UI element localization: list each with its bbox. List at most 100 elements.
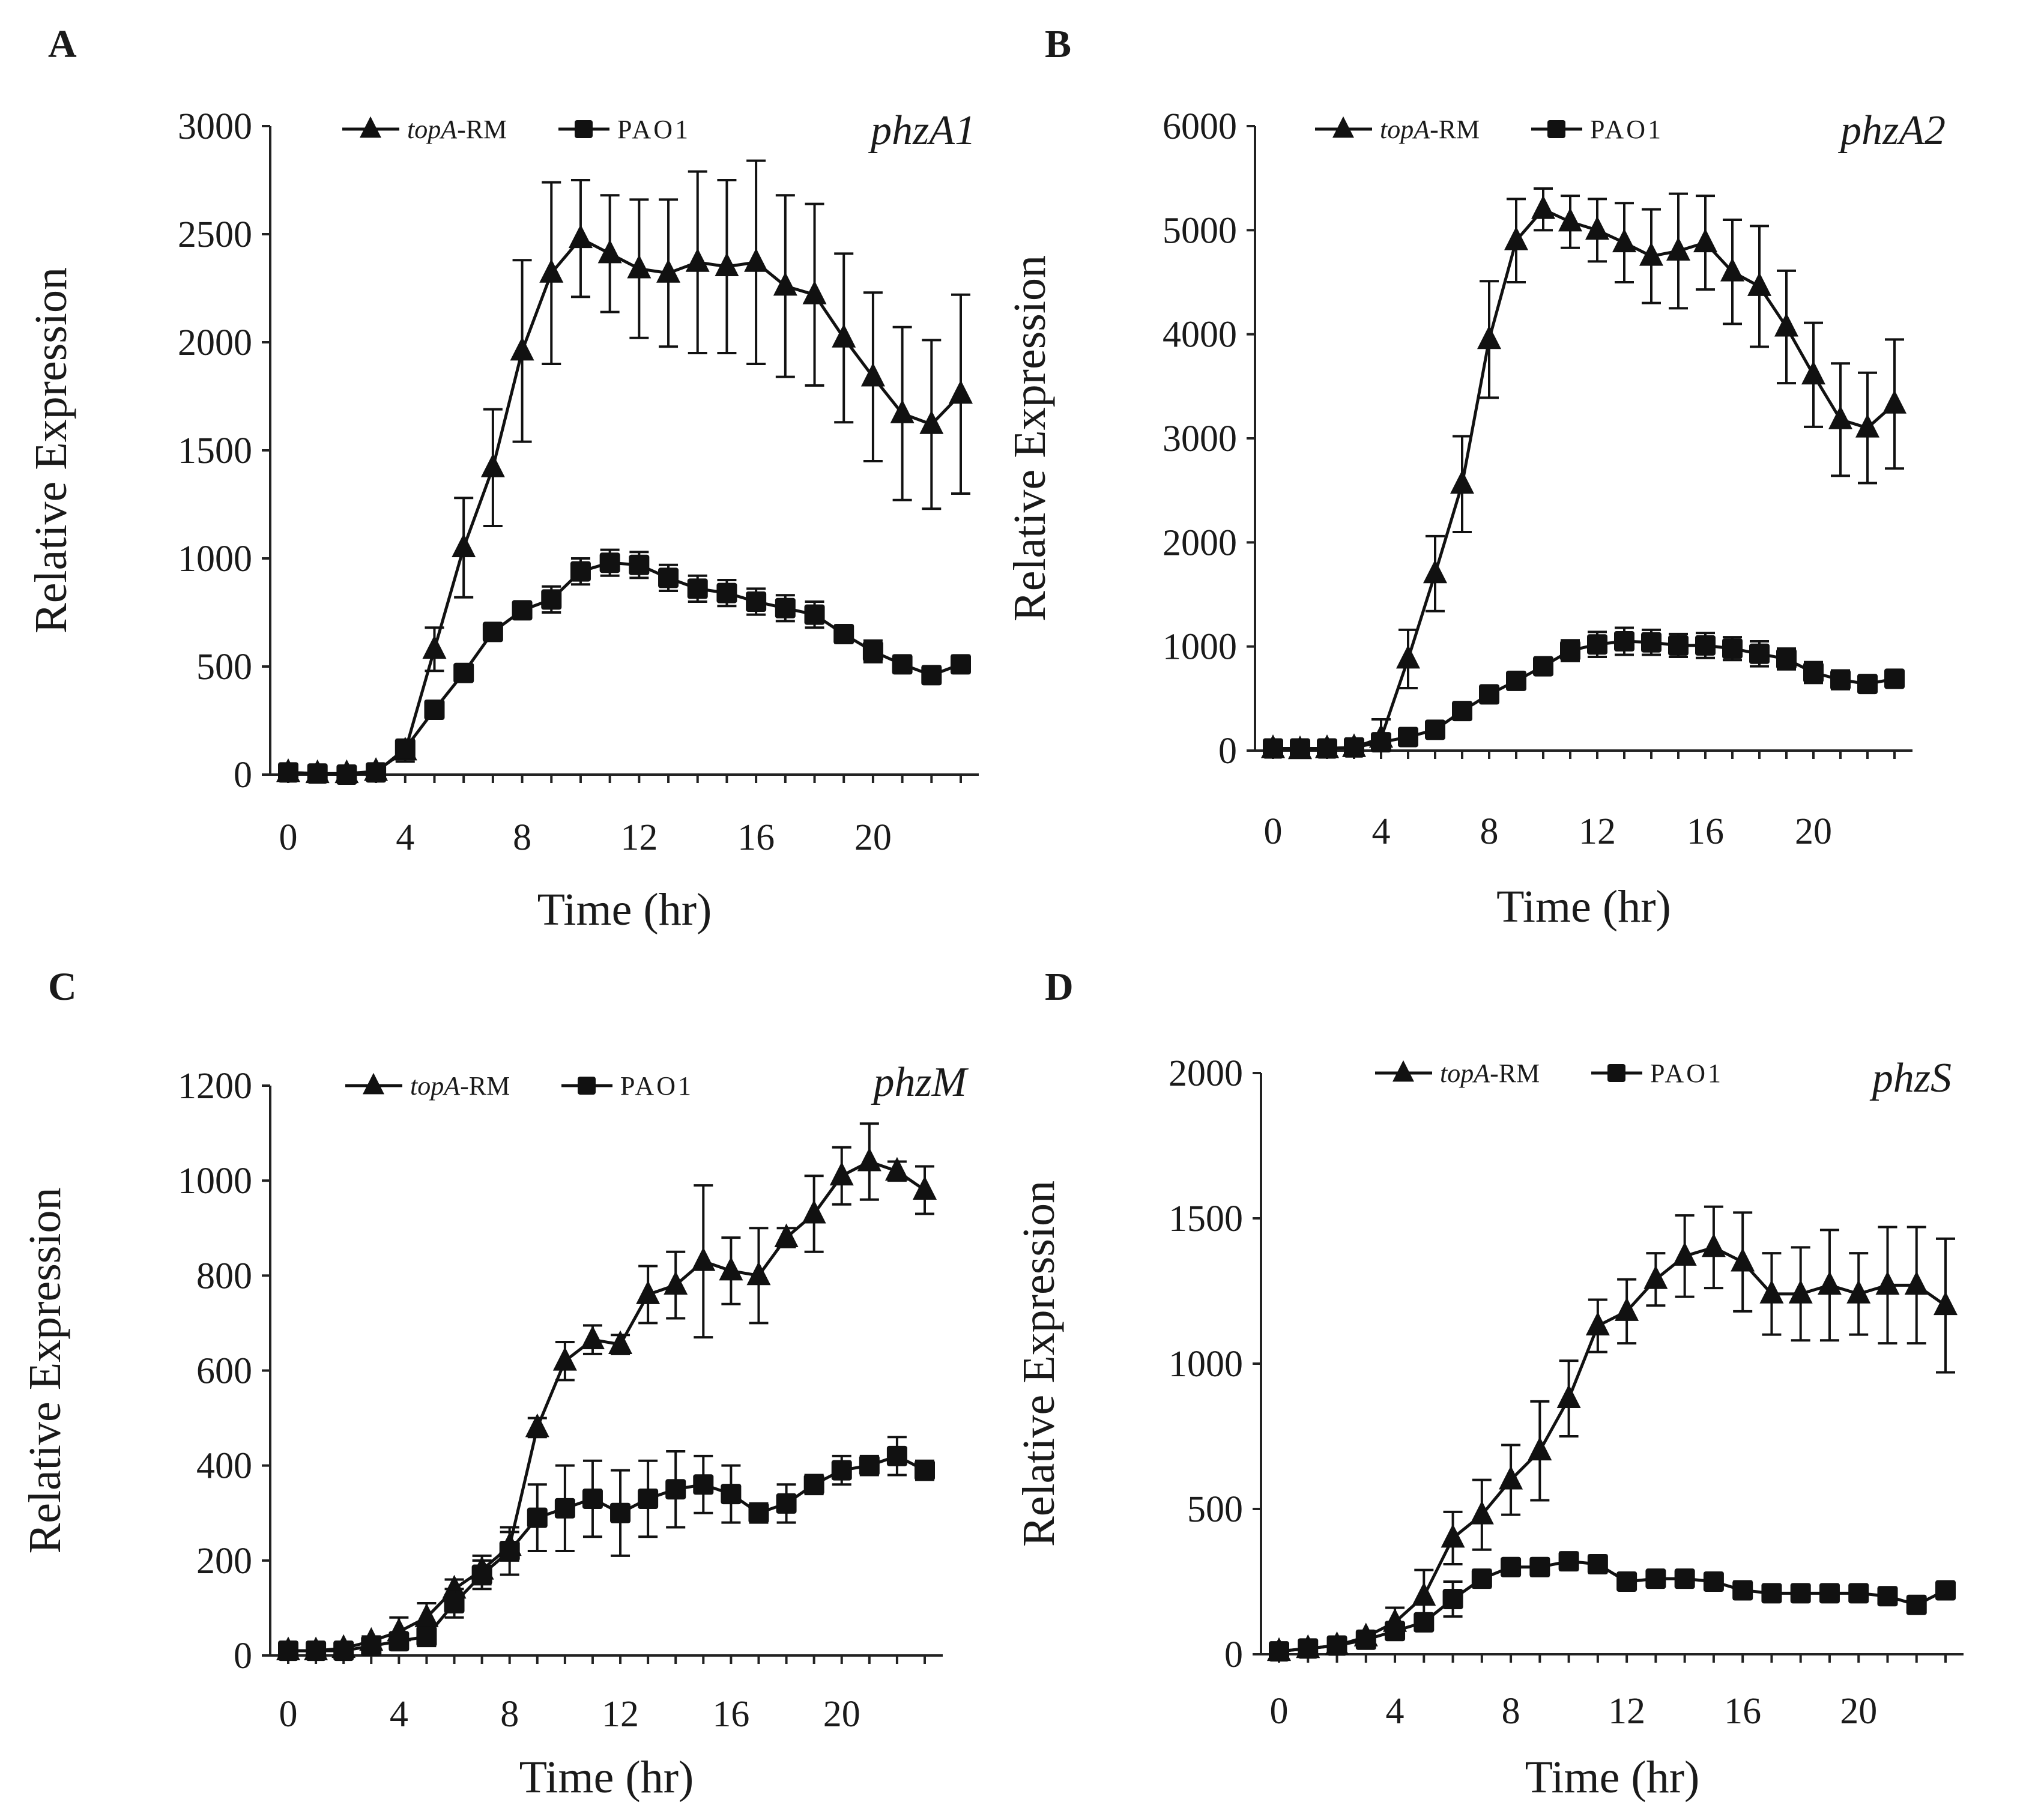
- data-point-square: [483, 621, 503, 642]
- data-point-square: [361, 1636, 381, 1656]
- data-point-square: [665, 1479, 686, 1499]
- x-tick-label: 16: [712, 1694, 749, 1735]
- data-point-square: [306, 1640, 326, 1661]
- data-point-square: [1559, 1551, 1579, 1571]
- data-point-square: [1269, 1641, 1289, 1661]
- x-axis-title: Time (hr): [537, 884, 712, 935]
- y-tick-label: 0: [1218, 731, 1237, 772]
- legend-square-marker: [578, 1077, 596, 1095]
- y-tick-label: 5000: [1163, 210, 1237, 251]
- y-tick-label: 2000: [1163, 522, 1237, 563]
- legend-square-marker: [1607, 1064, 1625, 1082]
- data-point-square: [1614, 631, 1634, 652]
- data-point-square: [776, 1493, 797, 1514]
- data-point-square: [1443, 1589, 1463, 1609]
- legend-entry-topA-RM: topA-RM: [410, 1071, 510, 1101]
- data-point-square: [1587, 634, 1607, 655]
- x-axis-title: Time (hr): [1525, 1752, 1700, 1803]
- x-tick-label: 16: [1724, 1691, 1761, 1732]
- data-point-square: [527, 1508, 548, 1528]
- y-tick-label: 400: [196, 1446, 252, 1487]
- data-point-square: [1884, 668, 1905, 689]
- data-point-square: [1695, 635, 1716, 656]
- x-tick-label: 20: [1840, 1691, 1877, 1732]
- data-point-square: [600, 552, 620, 573]
- x-tick-label: 12: [620, 817, 658, 858]
- data-point-square: [887, 1446, 907, 1466]
- data-point-square: [278, 1640, 298, 1661]
- legend-entry-italic: topA: [407, 115, 458, 144]
- data-point-square: [555, 1498, 575, 1519]
- data-point-square: [1803, 662, 1824, 683]
- data-point-square: [1732, 1580, 1753, 1601]
- y-tick-label: 600: [196, 1351, 252, 1392]
- gene-label: phzM: [870, 1059, 969, 1105]
- x-tick-label: 4: [1386, 1691, 1405, 1732]
- y-axis-title: Relative Expression: [20, 1188, 70, 1554]
- data-point-square: [1398, 727, 1418, 747]
- legend-square-marker: [1547, 120, 1565, 138]
- legend-entry-topA-RM: topA-RM: [1380, 115, 1480, 144]
- x-tick-label: 16: [1687, 811, 1724, 852]
- x-tick-label: 8: [513, 817, 531, 858]
- data-point-square: [1616, 1571, 1637, 1592]
- data-point-square: [1761, 1583, 1782, 1603]
- gene-label: phzA1: [868, 107, 976, 154]
- data-point-square: [582, 1489, 603, 1509]
- x-tick-label: 20: [1795, 811, 1832, 852]
- legend-entry-suffix: -RM: [1430, 115, 1480, 144]
- data-point-square: [693, 1474, 713, 1495]
- data-point-square: [1588, 1554, 1608, 1574]
- x-tick-label: 12: [602, 1694, 639, 1735]
- x-tick-label: 4: [396, 817, 414, 858]
- y-tick-label: 1000: [1163, 627, 1237, 668]
- data-point-square: [512, 600, 533, 620]
- data-point-square: [1560, 641, 1580, 661]
- data-point-square: [921, 665, 942, 685]
- data-point-square: [1675, 1568, 1695, 1589]
- data-point-square: [416, 1626, 437, 1646]
- data-point-square: [859, 1456, 880, 1476]
- data-point-square: [1819, 1583, 1840, 1603]
- data-point-square: [1641, 632, 1662, 653]
- data-point-square: [278, 762, 298, 782]
- data-point-square: [1371, 732, 1391, 752]
- y-axis-title: Relative Expression: [1005, 255, 1055, 621]
- legend-entry-italic: topA: [1440, 1059, 1490, 1088]
- data-point-square: [1830, 670, 1851, 690]
- data-point-square: [804, 1474, 824, 1495]
- legend-entry-suffix: -RM: [457, 115, 507, 144]
- data-point-square: [453, 663, 474, 683]
- y-tick-label: 200: [196, 1541, 252, 1582]
- data-point-square: [336, 764, 357, 785]
- data-point-square: [1704, 1571, 1724, 1592]
- data-point-square: [1385, 1621, 1405, 1641]
- data-point-square: [688, 578, 708, 599]
- x-tick-label: 0: [279, 1694, 298, 1735]
- data-point-square: [1452, 701, 1472, 721]
- data-point-square: [1472, 1568, 1492, 1589]
- legend-square-marker: [575, 120, 593, 138]
- x-tick-label: 0: [1270, 1691, 1289, 1732]
- data-point-square: [1317, 739, 1337, 759]
- data-point-square: [1263, 739, 1283, 759]
- data-point-square: [863, 641, 883, 662]
- data-point-square: [1857, 674, 1878, 694]
- y-tick-label: 1500: [178, 431, 252, 471]
- x-axis-title: Time (hr): [1496, 881, 1671, 932]
- data-point-square: [1290, 739, 1310, 759]
- data-point-square: [1906, 1595, 1927, 1615]
- y-tick-label: 1000: [1169, 1344, 1243, 1385]
- y-axis-title: Relative Expression: [1014, 1181, 1064, 1547]
- figure: A0500100015002000250030000 4 8 12 16 20Relati…: [0, 0, 2041, 1820]
- panel-label: C: [48, 965, 77, 1009]
- data-point-square: [746, 591, 766, 612]
- x-tick-label: 8: [1480, 811, 1499, 852]
- x-tick-label: 16: [737, 817, 775, 858]
- y-tick-label: 800: [196, 1256, 252, 1296]
- y-tick-label: 500: [196, 647, 252, 688]
- data-point-square: [333, 1640, 354, 1661]
- data-point-square: [833, 624, 854, 644]
- data-point-square: [1479, 684, 1499, 704]
- data-point-square: [1501, 1557, 1521, 1577]
